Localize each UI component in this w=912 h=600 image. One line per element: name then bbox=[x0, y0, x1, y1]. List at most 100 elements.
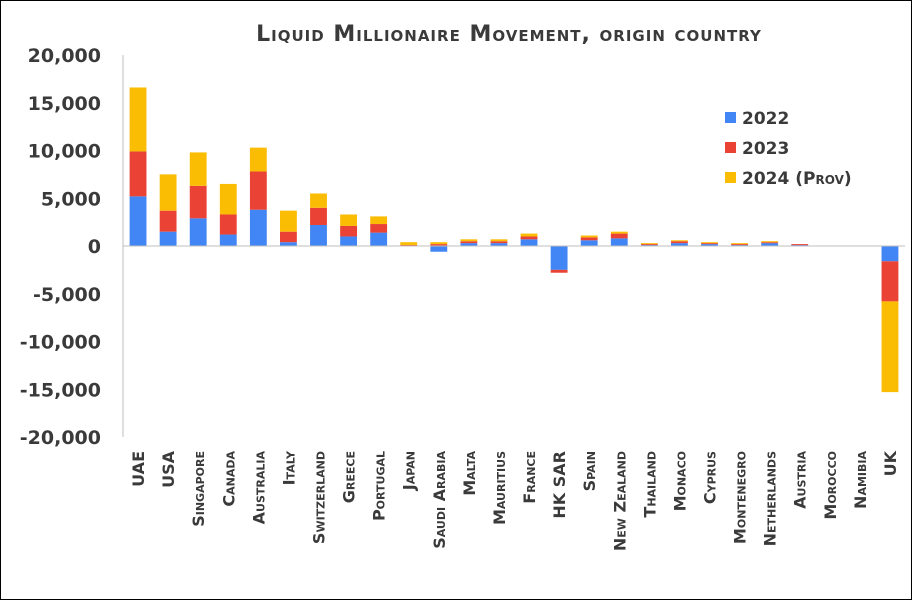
bar-segment-2023 bbox=[671, 241, 688, 244]
bar-segment-2023 bbox=[580, 237, 598, 241]
x-tick-label: Thailand bbox=[640, 451, 659, 518]
bar-segment-2023 bbox=[881, 261, 899, 302]
bar-segment-2024-prov- bbox=[340, 214, 357, 226]
bar-segment-2023 bbox=[610, 233, 628, 239]
bar-segment-2022 bbox=[129, 196, 147, 246]
x-tick-label: Italy bbox=[279, 450, 298, 485]
bar-segment-2024-prov- bbox=[520, 233, 538, 237]
bar-segment-2022 bbox=[520, 239, 538, 246]
x-tick-label: Saudi Arabia bbox=[430, 451, 449, 549]
bar-segment-2023 bbox=[189, 185, 207, 219]
legend-label: 2022 bbox=[742, 109, 789, 129]
bar-segment-2022 bbox=[249, 209, 267, 246]
legend-swatch bbox=[725, 112, 736, 123]
bar-segment-2024-prov- bbox=[580, 235, 598, 238]
bar-segment-2024-prov- bbox=[671, 240, 688, 242]
bar-segment-2022 bbox=[159, 231, 177, 246]
bar-segment-2022 bbox=[219, 234, 237, 246]
bar-segment-2023 bbox=[490, 241, 508, 244]
y-tick-label: 10,000 bbox=[28, 141, 101, 163]
x-tick-label: Mauritius bbox=[490, 451, 509, 525]
bar-segment-2023 bbox=[550, 269, 568, 273]
bar-segment-2022 bbox=[189, 218, 207, 246]
x-tick-label: UK bbox=[881, 450, 900, 476]
legend-swatch bbox=[725, 172, 736, 183]
bar-segment-2023 bbox=[640, 244, 658, 246]
bar-segment-2024-prov- bbox=[370, 216, 388, 225]
legend: 2022 2023 2024 (Prov) bbox=[725, 109, 852, 189]
bar-segment-2023 bbox=[701, 243, 718, 245]
bar-segment-2022 bbox=[610, 238, 628, 246]
bar-segment-2022 bbox=[310, 224, 327, 246]
bar-segment-2023 bbox=[430, 244, 448, 246]
x-tick-label: Austria bbox=[791, 451, 810, 509]
x-tick-label: Spain bbox=[580, 451, 599, 491]
chart-title: Liquid Millionaire Movement, origin coun… bbox=[256, 22, 762, 47]
x-tick-label: HK SAR bbox=[550, 451, 569, 519]
bar-segment-2023 bbox=[280, 231, 297, 243]
bar-segment-2022 bbox=[580, 240, 598, 246]
bar-segment-2024-prov- bbox=[761, 241, 779, 243]
bar-segment-2024-prov- bbox=[280, 210, 297, 232]
x-tick-label: Greece bbox=[340, 451, 359, 503]
bar-segment-2023 bbox=[310, 207, 327, 225]
x-tick-label: Namibia bbox=[851, 451, 870, 509]
bar-segment-2024-prov- bbox=[731, 243, 748, 245]
y-tick-label: -20,000 bbox=[20, 427, 101, 449]
x-tick-label: Australia bbox=[249, 451, 268, 525]
x-tick-label: USA bbox=[159, 450, 178, 488]
x-tick-label: Switzerland bbox=[310, 451, 329, 544]
y-tick-label: 20,000 bbox=[28, 45, 101, 67]
bar-segment-2022 bbox=[490, 243, 508, 246]
y-tick-label: -5,000 bbox=[33, 284, 101, 306]
bar-segment-2023 bbox=[520, 236, 538, 240]
y-tick-label: 15,000 bbox=[28, 93, 101, 115]
x-tick-label: France bbox=[520, 451, 539, 504]
bar-segment-2023 bbox=[249, 171, 267, 210]
bar-segment-2023 bbox=[159, 210, 177, 232]
y-tick-label: -10,000 bbox=[20, 332, 101, 354]
bar-segment-2023 bbox=[791, 244, 809, 246]
bar-segment-2023 bbox=[761, 242, 779, 244]
bar-segment-2022 bbox=[280, 242, 297, 246]
bar-segment-2024-prov- bbox=[881, 301, 899, 393]
bar-segment-2024-prov- bbox=[129, 87, 147, 152]
bar-segment-2024-prov- bbox=[640, 243, 658, 245]
x-tick-label: Japan bbox=[400, 451, 419, 491]
bar-segment-2022 bbox=[340, 236, 357, 246]
bar-segment-2024-prov- bbox=[400, 242, 418, 246]
bar-segment-2023 bbox=[460, 241, 478, 244]
bar-segment-2022 bbox=[671, 243, 688, 246]
bar-segment-2023 bbox=[129, 151, 147, 197]
x-tick-label: Malta bbox=[460, 451, 479, 496]
bar-segment-2024-prov- bbox=[249, 147, 267, 172]
bar-segment-2024-prov- bbox=[430, 242, 448, 245]
bar-segment-2023 bbox=[219, 214, 237, 235]
bar-segment-2024-prov- bbox=[159, 174, 177, 211]
bar-segment-2022 bbox=[550, 246, 568, 270]
x-tick-label: Montenegro bbox=[731, 451, 750, 544]
x-tick-label: Singapore bbox=[189, 451, 208, 527]
bar-segment-2024-prov- bbox=[490, 239, 508, 242]
bar-segment-2023 bbox=[340, 225, 357, 237]
y-tick-label: 5,000 bbox=[41, 188, 101, 210]
x-tick-label: UAE bbox=[129, 451, 148, 487]
bar-segment-2024-prov- bbox=[310, 193, 327, 208]
bar-segment-2023 bbox=[731, 244, 748, 246]
x-tick-label: Canada bbox=[219, 451, 238, 507]
x-tick-label: Portugal bbox=[370, 451, 389, 521]
y-tick-label: -15,000 bbox=[20, 379, 101, 401]
bar-segment-2024-prov- bbox=[701, 242, 718, 244]
bar-segment-2024-prov- bbox=[460, 239, 478, 242]
legend-swatch bbox=[725, 142, 736, 153]
x-tick-label: Cyprus bbox=[701, 451, 720, 504]
x-tick-label: New Zealand bbox=[610, 451, 629, 551]
legend-label: 2024 (Prov) bbox=[742, 169, 852, 189]
bar-segment-2024-prov- bbox=[189, 152, 207, 186]
bar-segment-2022 bbox=[761, 243, 779, 246]
bar-segment-2024-prov- bbox=[219, 183, 237, 215]
bar-segment-2024-prov- bbox=[610, 231, 628, 234]
bar-segment-2022 bbox=[881, 246, 899, 262]
